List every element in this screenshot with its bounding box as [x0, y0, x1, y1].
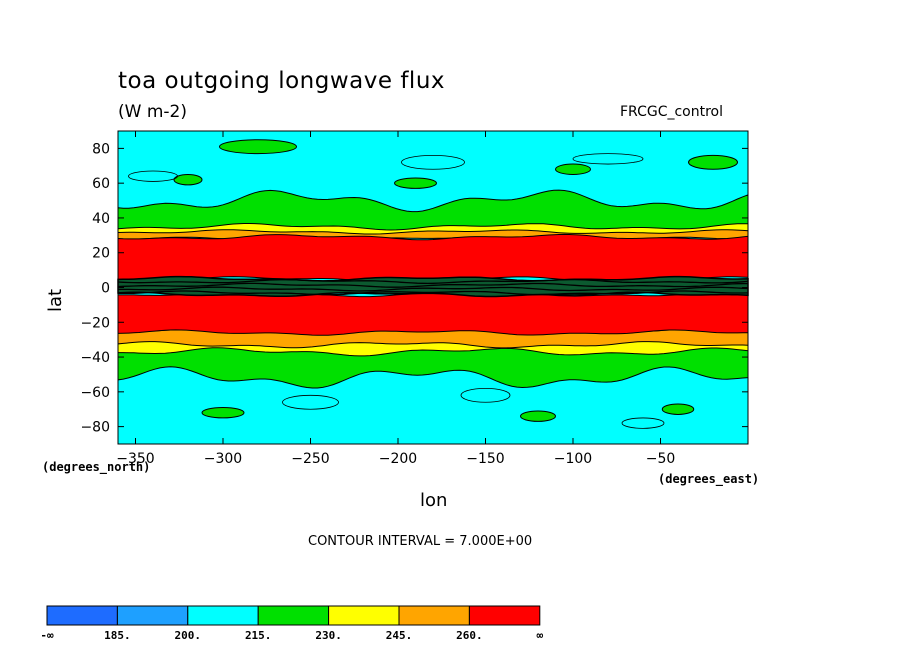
y-tick-label: −80 — [80, 420, 110, 436]
itcz-contour-line — [118, 290, 749, 296]
contour-patch-green — [201, 406, 245, 419]
colorbar-swatch — [116, 605, 189, 626]
contour-patch-green — [661, 403, 695, 415]
y-tick-label: 80 — [92, 141, 110, 157]
chart-units: (W m-2) — [118, 102, 187, 122]
contour-fill-red-north — [117, 233, 749, 282]
run-label: FRCGC_control — [620, 104, 724, 120]
contour-patch-green — [520, 410, 556, 422]
y-units-note: (degrees_north) — [42, 460, 151, 474]
contour-line — [128, 170, 178, 182]
y-tick-label: −60 — [80, 385, 110, 401]
colorbar-label: -∞ — [40, 629, 54, 642]
contour-patch-green — [688, 154, 738, 170]
colorbar-label: ∞ — [536, 629, 543, 642]
contour-patch-green — [394, 177, 437, 189]
contour-fill-red-south — [117, 291, 749, 336]
colorbar-label: 230. — [315, 629, 342, 642]
x-tick-label: −350 — [116, 451, 154, 467]
colorbar-swatch — [257, 605, 330, 626]
y-tick-label: 60 — [92, 176, 110, 192]
itcz-contour-line — [118, 286, 749, 292]
colorbar-swatch — [46, 605, 118, 626]
colorbar-swatch — [398, 605, 470, 626]
colorbar-label: 200. — [175, 629, 202, 642]
contour-patch-green — [555, 163, 591, 175]
x-tick-label: −300 — [204, 451, 242, 467]
y-tick-label: −20 — [80, 315, 110, 331]
x-tick-label: −250 — [291, 451, 329, 467]
y-tick-label: 0 — [101, 281, 110, 297]
colorbar-label: 185. — [104, 629, 131, 642]
colorbar-swatch — [468, 605, 541, 626]
itcz-contour-line — [117, 282, 748, 288]
x-tick-label: −100 — [554, 451, 592, 467]
x-tick-label: −150 — [466, 451, 504, 467]
contour-patch-green — [219, 139, 297, 155]
contour-line — [282, 394, 339, 410]
y-tick-label: −40 — [80, 350, 110, 366]
contour-line — [621, 417, 665, 429]
contour-patch-green — [173, 173, 203, 186]
x-tick-label: −50 — [646, 451, 676, 467]
itcz-contour-line — [117, 278, 749, 285]
contour-interval: CONTOUR INTERVAL = 7.000E+00 — [308, 534, 533, 549]
colorbar-label: 215. — [245, 629, 272, 642]
contour-line — [460, 387, 511, 403]
x-units-note: (degrees_east) — [658, 472, 760, 486]
y-tick-label: 40 — [92, 211, 110, 227]
colorbar-label: 245. — [386, 629, 413, 642]
chart-title: toa outgoing longwave flux — [118, 68, 446, 94]
colorbar-swatch — [328, 605, 400, 626]
colorbar-swatch — [187, 605, 259, 626]
colorbar-label: 260. — [456, 629, 483, 642]
x-tick-label: −200 — [379, 451, 417, 467]
x-axis-label: lon — [420, 490, 448, 511]
y-tick-label: 20 — [92, 246, 110, 262]
contour-line — [401, 154, 465, 170]
contour-line — [572, 153, 644, 165]
